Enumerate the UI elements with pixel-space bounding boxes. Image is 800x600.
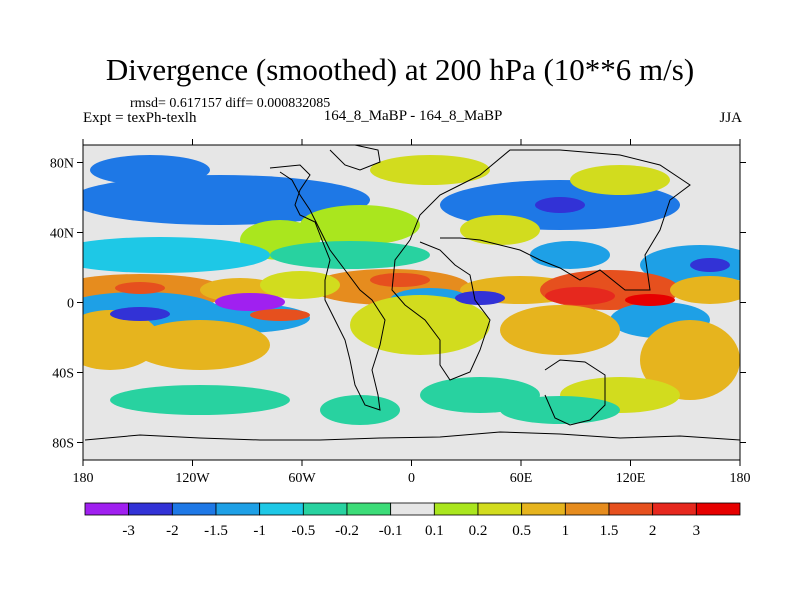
colorbar-label: -3 — [122, 523, 135, 539]
coastline-australia — [544, 359, 606, 426]
y-tick-label: 40N — [50, 227, 74, 242]
colorbar-label: 0.1 — [425, 523, 444, 539]
field-region — [460, 215, 540, 245]
colorbar-label: 2 — [649, 523, 657, 539]
colorbar-label: -0.2 — [335, 523, 359, 539]
field-core — [455, 291, 505, 305]
y-tick-label: 0 — [67, 297, 74, 312]
colorbar-swatch — [302, 502, 348, 516]
field-region — [300, 205, 420, 245]
x-tick-label: 120W — [175, 471, 210, 486]
field-core — [250, 309, 310, 321]
colorbar-label: -1.5 — [204, 523, 228, 539]
colorbar-swatch — [477, 502, 523, 516]
field-region — [670, 276, 740, 304]
colorbar-swatch — [259, 502, 304, 516]
x-tick-label: 60W — [288, 471, 316, 486]
field-core — [370, 273, 430, 287]
field-region — [640, 320, 740, 400]
colorbar-swatch — [521, 502, 566, 516]
colorbar-swatch — [84, 502, 130, 516]
field-region — [530, 241, 610, 269]
colorbar-label: -0.5 — [291, 523, 315, 539]
colorbar-swatch — [128, 502, 173, 516]
colorbar-swatch — [390, 502, 435, 516]
field-region — [90, 155, 210, 185]
x-tick-label: 0 — [408, 471, 415, 486]
case-label: 164_8_MaBP - 164_8_MaBP — [323, 108, 503, 124]
colorbar-swatch — [608, 502, 654, 516]
colorbar-label: 1.5 — [600, 523, 619, 539]
experiment-label: Expt = texPh-texlh — [83, 110, 197, 126]
season-label: JJA — [719, 110, 742, 126]
field-region — [83, 237, 270, 273]
field-region — [110, 385, 290, 415]
colorbar-swatch — [564, 502, 610, 516]
colorbar-label: -2 — [166, 523, 179, 539]
field-core — [115, 282, 165, 294]
field-region — [260, 271, 340, 299]
field-region — [500, 305, 620, 355]
coastline-africa-eurasia — [391, 239, 491, 381]
field-region — [270, 241, 430, 269]
y-tick-label: 40S — [52, 367, 74, 382]
x-tick-label: 120E — [616, 471, 646, 486]
stats-label: rmsd= 0.617157 diff= 0.000832085 — [130, 96, 331, 111]
x-tick-label: 60E — [510, 471, 533, 486]
colorbar-swatch — [652, 502, 697, 516]
coastline-asia — [409, 149, 691, 291]
field-region — [370, 155, 490, 185]
field-core — [625, 294, 675, 306]
field-core — [535, 197, 585, 213]
colorbar-label: 0.2 — [469, 523, 488, 539]
field-region — [320, 395, 400, 425]
colorbar-label: 1 — [562, 523, 570, 539]
coastline-greenland — [329, 145, 381, 171]
field-region — [500, 396, 620, 424]
y-tick-label: 80S — [52, 437, 74, 452]
colorbar-label: -0.1 — [379, 523, 403, 539]
colorbar-label: -1 — [253, 523, 266, 539]
colorbar-swatch — [695, 502, 741, 516]
colorbar-label: 0.5 — [512, 523, 531, 539]
field-core — [690, 258, 730, 272]
field-region — [570, 165, 670, 195]
field-core — [110, 307, 170, 321]
colorbar-swatch — [171, 502, 217, 516]
y-tick-label: 80N — [50, 157, 74, 172]
x-tick-label: 180 — [73, 471, 94, 486]
coastline-antarctica — [84, 431, 740, 441]
colorbar-swatch — [433, 502, 479, 516]
colorbar-swatch — [215, 502, 261, 516]
chart-title: Divergence (smoothed) at 200 hPa (10**6 … — [105, 52, 695, 87]
colorbar-swatch — [346, 502, 392, 516]
field-region — [350, 295, 490, 355]
colorbar-label: 3 — [693, 523, 701, 539]
x-tick-label: 180 — [730, 471, 751, 486]
coastline-americas — [269, 164, 386, 411]
field-core — [215, 293, 285, 311]
field-core — [545, 287, 615, 305]
field-region — [130, 320, 270, 370]
